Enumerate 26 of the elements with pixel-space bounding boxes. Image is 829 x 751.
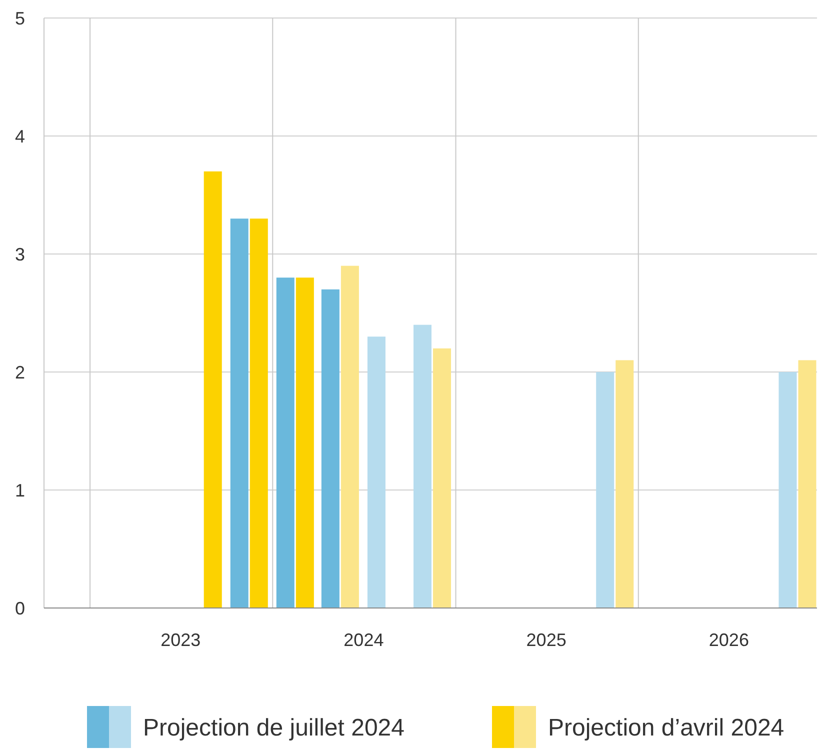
bar	[367, 336, 386, 608]
bar	[250, 218, 268, 608]
bar	[321, 289, 340, 608]
bar	[413, 324, 432, 608]
y-tick-label: 4	[14, 126, 26, 146]
bar	[276, 278, 294, 608]
bar	[340, 266, 359, 608]
bar	[778, 372, 797, 608]
y-tick-label: 0	[14, 598, 26, 618]
x-tick-label: 2023	[160, 630, 201, 650]
bar	[433, 348, 452, 608]
y-tick-label: 3	[14, 244, 26, 264]
y-tick-label: 5	[14, 8, 26, 28]
x-tick-label: 2025	[526, 630, 566, 650]
bar	[204, 171, 222, 608]
bar	[798, 360, 816, 608]
x-tick-label: 2024	[344, 630, 384, 650]
bar	[616, 360, 634, 608]
legend-label: Projection d’avril 2024	[548, 714, 784, 742]
bar	[596, 372, 614, 608]
legend-label: Projection de juillet 2024	[143, 714, 405, 742]
bar	[230, 218, 248, 608]
bar	[296, 278, 314, 608]
x-tick-label: 2026	[708, 630, 749, 650]
y-tick-label: 2	[14, 362, 26, 382]
y-tick-label: 1	[14, 480, 26, 500]
